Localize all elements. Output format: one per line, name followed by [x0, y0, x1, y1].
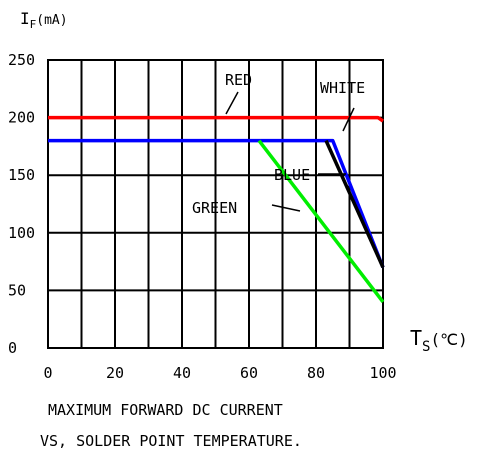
series-line-red	[48, 115, 384, 123]
white-leader-line	[342, 107, 355, 132]
green-leader-line	[271, 204, 301, 212]
series-label-blue: BLUE	[274, 166, 310, 184]
y-tick-label: 100	[8, 224, 35, 242]
tick-labels: 0 20 40 60 80 100 0 50 100 150 200 250	[8, 51, 397, 382]
y-axis-title: IF(mA)	[20, 9, 68, 31]
y-tick-label: 250	[8, 51, 35, 69]
series-label-green: GREEN	[192, 199, 237, 217]
y-tick-label: 0	[8, 339, 17, 357]
caption-line-2: VS, SOLDER POINT TEMPERATURE.	[40, 432, 302, 450]
x-tick-label: 100	[369, 364, 396, 382]
series-line-green	[257, 139, 385, 303]
series-label-white: WHITE	[320, 79, 365, 97]
series-label-red: RED	[225, 71, 252, 89]
series-line-white	[324, 139, 385, 269]
x-tick-label: 60	[240, 364, 258, 382]
plot-frame	[47, 59, 384, 349]
x-tick-label: 80	[307, 364, 325, 382]
x-axis-title: TS(℃)	[410, 326, 468, 355]
x-tick-label: 40	[173, 364, 191, 382]
y-tick-label: 50	[8, 281, 26, 299]
x-tick-label: 20	[106, 364, 124, 382]
red-leader-line	[225, 91, 239, 115]
y-tick-label: 150	[8, 166, 35, 184]
series-line-blue	[48, 138, 385, 269]
y-tick-label: 200	[8, 109, 35, 127]
series-lines	[48, 115, 385, 303]
caption-line-1: MAXIMUM FORWARD DC CURRENT	[48, 401, 283, 419]
x-tick-label: 0	[43, 364, 52, 382]
